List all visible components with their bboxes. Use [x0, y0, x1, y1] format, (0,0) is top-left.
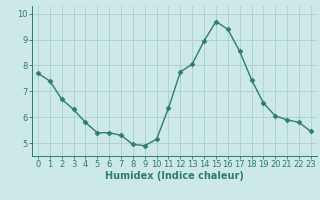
X-axis label: Humidex (Indice chaleur): Humidex (Indice chaleur): [105, 171, 244, 181]
